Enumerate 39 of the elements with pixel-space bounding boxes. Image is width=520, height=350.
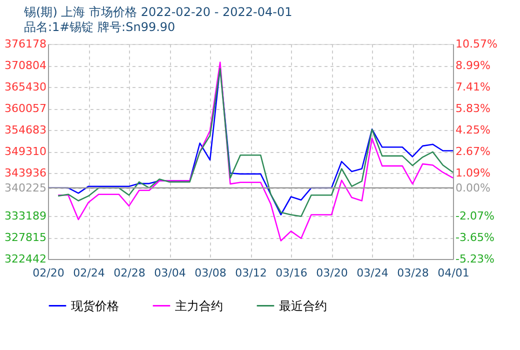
legend-label: 主力合约 xyxy=(175,298,223,313)
y-tick-label: 360057 xyxy=(4,102,46,115)
legend-label: 现货价格 xyxy=(71,298,119,313)
x-tick-label: 04/01 xyxy=(438,266,470,280)
y-tick-label: 327815 xyxy=(4,231,46,244)
y2-tick-label: -2.07% xyxy=(456,210,494,222)
y-tick-label: 343936 xyxy=(4,166,46,180)
x-tick-label: 03/04 xyxy=(154,266,186,280)
y-tick-label: 370804 xyxy=(4,59,46,72)
x-tick-label: 03/28 xyxy=(397,266,429,280)
x-tick-label: 02/20 xyxy=(32,266,64,280)
y-tick-label: 365430 xyxy=(4,80,46,94)
line-series xyxy=(57,62,454,242)
x-tick-label: 03/12 xyxy=(235,266,267,280)
x-tick-label: 03/24 xyxy=(356,266,388,280)
y2-tick-label: -3.65% xyxy=(456,231,494,244)
y2-tick-label: 8.99% xyxy=(456,59,490,72)
chart-subtitle: 品名:1#锡锭 牌号:Sn99.90 xyxy=(24,20,176,34)
y2-tick-label: 0.00% xyxy=(456,181,490,194)
x-tick-label: 03/16 xyxy=(276,266,308,280)
legend-label: 最近合约 xyxy=(279,298,327,313)
y-tick-label: 354683 xyxy=(4,124,46,136)
y2-tick-label: 10.57% xyxy=(456,38,498,50)
y2-tick-label: 7.41% xyxy=(456,80,490,94)
chart-title: 锡(期) 上海 市场价格 2022-02-20 - 2022-04-01 xyxy=(23,5,292,19)
y2-tick-label: 2.67% xyxy=(456,145,490,158)
x-tick-label: 02/28 xyxy=(114,266,146,280)
y2-tick-label: 5.83% xyxy=(456,102,490,115)
x-tick-label: 03/08 xyxy=(194,266,226,280)
x-tick-label: 02/24 xyxy=(73,266,105,280)
y2-tick-label: 1.09% xyxy=(456,166,490,180)
y-tick-label: 340225 xyxy=(4,181,46,194)
y-tick-label: 333189 xyxy=(4,210,46,222)
x-tick-label: 03/20 xyxy=(316,266,348,280)
y2-tick-label: -5.23% xyxy=(456,252,494,266)
y-tick-label: 376178 xyxy=(4,38,46,50)
y-tick-label: 322442 xyxy=(4,252,46,266)
y-tick-label: 349310 xyxy=(4,145,46,158)
y2-tick-label: 4.25% xyxy=(456,124,490,136)
